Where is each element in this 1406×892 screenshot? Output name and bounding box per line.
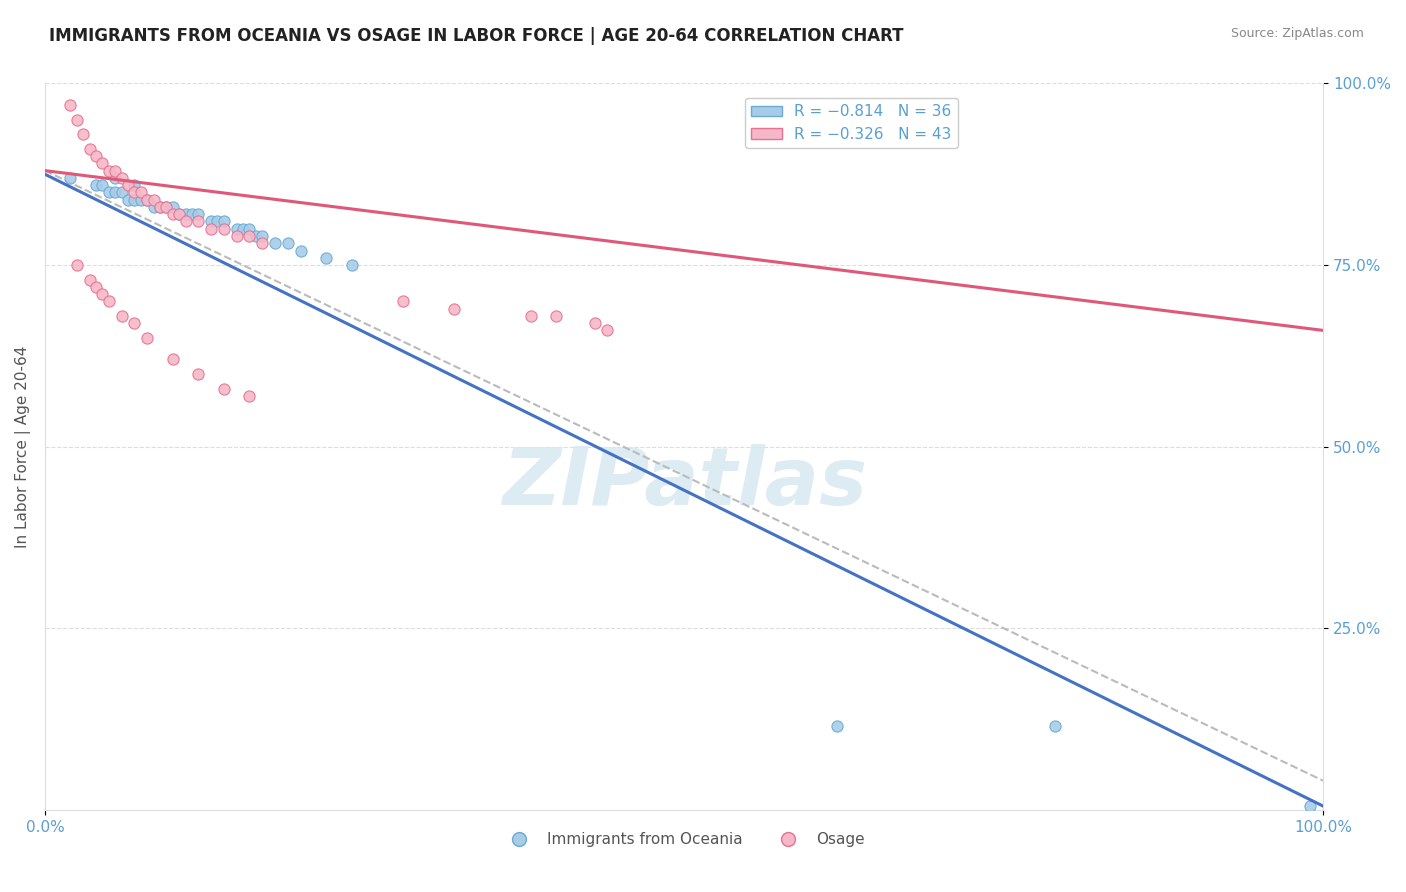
Point xyxy=(212,382,235,396)
Point xyxy=(110,309,132,323)
Point xyxy=(91,156,114,170)
Point xyxy=(162,352,184,367)
Point xyxy=(117,178,139,193)
Point xyxy=(1299,799,1322,814)
Point xyxy=(91,287,114,301)
Point xyxy=(167,207,190,221)
Point xyxy=(167,207,190,221)
Point xyxy=(91,178,114,193)
Point xyxy=(162,207,184,221)
Text: Source: ZipAtlas.com: Source: ZipAtlas.com xyxy=(1230,27,1364,40)
Point xyxy=(117,193,139,207)
Point xyxy=(200,214,222,228)
Point xyxy=(340,258,363,272)
Point xyxy=(110,186,132,200)
Point xyxy=(238,389,260,403)
Point xyxy=(187,367,209,381)
Point xyxy=(129,186,152,200)
Point xyxy=(264,236,287,251)
Point xyxy=(315,251,337,265)
Point xyxy=(149,200,172,214)
Point xyxy=(97,294,120,309)
Point xyxy=(162,200,184,214)
Point xyxy=(155,200,177,214)
Point xyxy=(180,207,202,221)
Point xyxy=(124,316,146,330)
Point xyxy=(136,193,159,207)
Point xyxy=(79,142,101,156)
Point xyxy=(250,236,273,251)
Point xyxy=(155,200,177,214)
Point xyxy=(59,170,82,185)
Point xyxy=(245,229,267,244)
Point xyxy=(104,170,127,185)
Point xyxy=(79,272,101,286)
Point xyxy=(149,200,172,214)
Point xyxy=(232,221,254,235)
Point xyxy=(142,193,165,207)
Point xyxy=(596,323,619,337)
Point xyxy=(238,221,260,235)
Point xyxy=(443,301,465,316)
Point xyxy=(66,258,89,272)
Point xyxy=(174,214,197,228)
Point xyxy=(200,221,222,235)
Point xyxy=(187,207,209,221)
Point xyxy=(174,207,197,221)
Point xyxy=(97,163,120,178)
Point xyxy=(104,186,127,200)
Point xyxy=(110,170,132,185)
Point xyxy=(250,229,273,244)
Legend: Immigrants from Oceania, Osage: Immigrants from Oceania, Osage xyxy=(498,826,870,853)
Point xyxy=(84,178,107,193)
Point xyxy=(277,236,299,251)
Point xyxy=(290,244,312,258)
Point xyxy=(124,178,146,193)
Point xyxy=(225,221,247,235)
Point xyxy=(124,193,146,207)
Point xyxy=(1043,719,1066,733)
Point xyxy=(827,719,849,733)
Point xyxy=(136,193,159,207)
Point xyxy=(392,294,415,309)
Point xyxy=(136,331,159,345)
Point xyxy=(104,163,127,178)
Point xyxy=(124,186,146,200)
Point xyxy=(84,149,107,163)
Point xyxy=(66,112,89,127)
Y-axis label: In Labor Force | Age 20-64: In Labor Force | Age 20-64 xyxy=(15,345,31,548)
Point xyxy=(142,200,165,214)
Point xyxy=(97,186,120,200)
Text: ZIPatlas: ZIPatlas xyxy=(502,444,866,522)
Point xyxy=(207,214,229,228)
Point xyxy=(519,309,541,323)
Point xyxy=(583,316,606,330)
Point xyxy=(546,309,568,323)
Point xyxy=(129,193,152,207)
Point xyxy=(59,98,82,112)
Point xyxy=(187,214,209,228)
Text: IMMIGRANTS FROM OCEANIA VS OSAGE IN LABOR FORCE | AGE 20-64 CORRELATION CHART: IMMIGRANTS FROM OCEANIA VS OSAGE IN LABO… xyxy=(49,27,904,45)
Point xyxy=(212,214,235,228)
Point xyxy=(225,229,247,244)
Point xyxy=(84,280,107,294)
Point xyxy=(212,221,235,235)
Point xyxy=(238,229,260,244)
Point xyxy=(72,128,94,142)
